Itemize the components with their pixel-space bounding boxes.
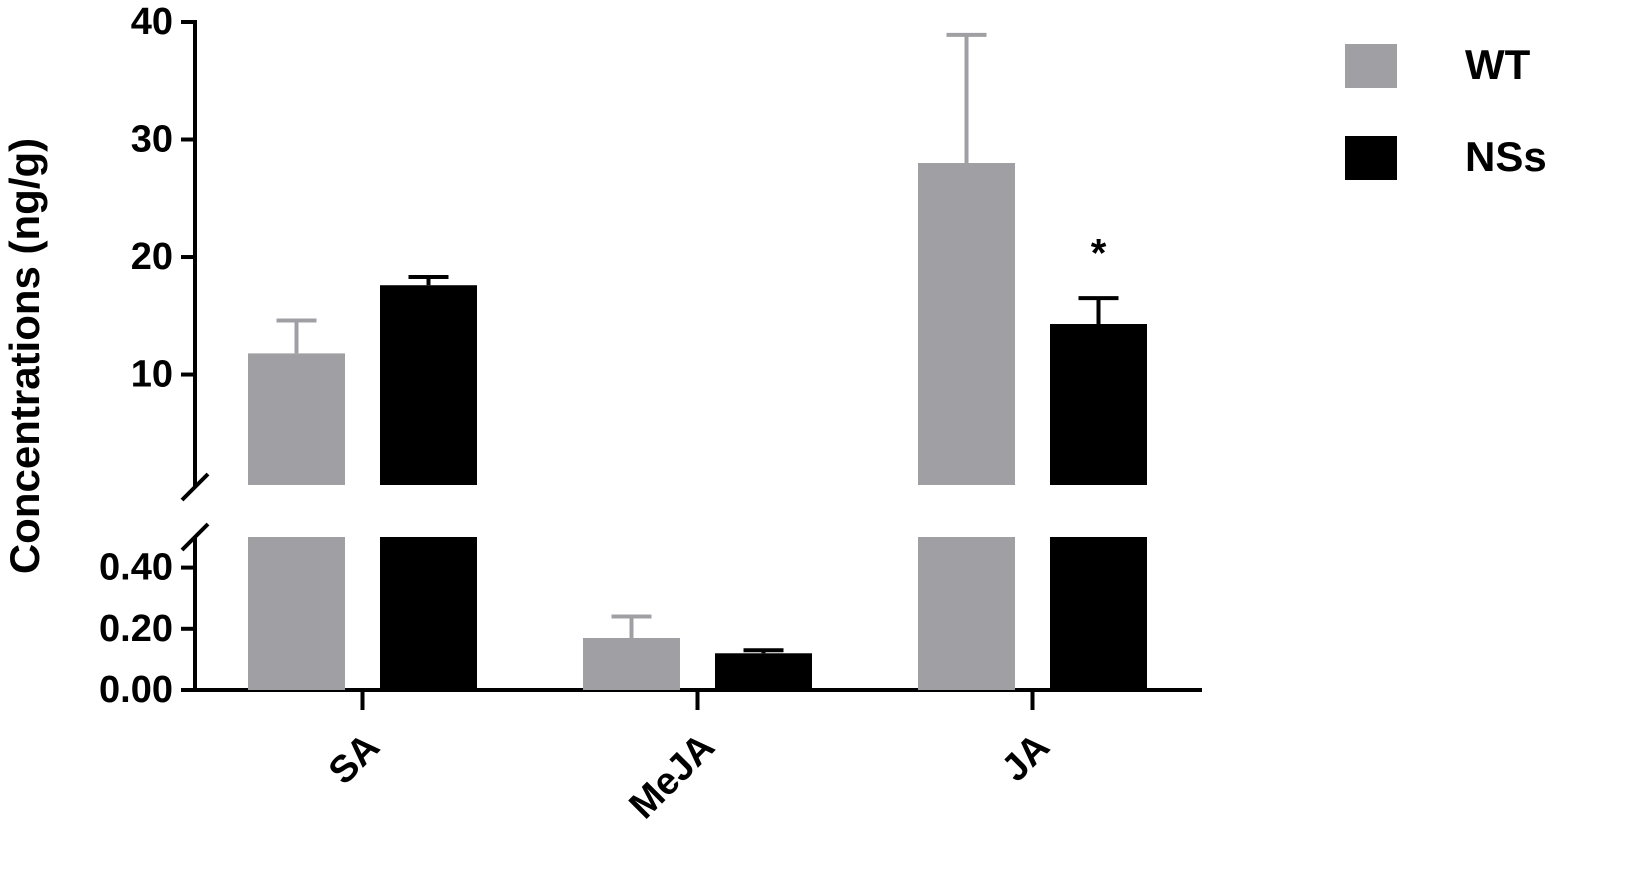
annotation: * [1091,232,1107,276]
bar-lower [248,537,345,690]
y-tick-label: 30 [131,119,173,161]
bar-lower [918,537,1015,690]
legend-label: WT [1465,41,1531,88]
bar-upper [380,285,477,485]
bar-upper [1050,324,1147,485]
y-tick-label: 0.40 [99,547,173,589]
bar-upper [248,353,345,485]
y-tick-label: 40 [131,1,173,43]
axis-break [180,472,210,502]
legend-swatch [1345,44,1397,88]
bar-upper [918,163,1015,485]
y-tick-label: 0.00 [99,669,173,711]
y-tick-label: 10 [131,354,173,396]
bar [583,637,680,690]
bar-lower [380,537,477,690]
bar [715,653,812,690]
bar-lower [1050,537,1147,690]
legend-swatch [1345,136,1397,180]
x-tick-label: MeJA [622,726,723,827]
legend-label: NSs [1465,133,1547,180]
axis-break [180,522,210,552]
x-tick-label: SA [321,726,388,793]
y-tick-label: 0.20 [99,608,173,650]
y-tick-label: 20 [131,236,173,278]
y-axis-label: Concentrations (ng/g) [1,138,48,574]
x-tick-label: JA [994,726,1058,790]
